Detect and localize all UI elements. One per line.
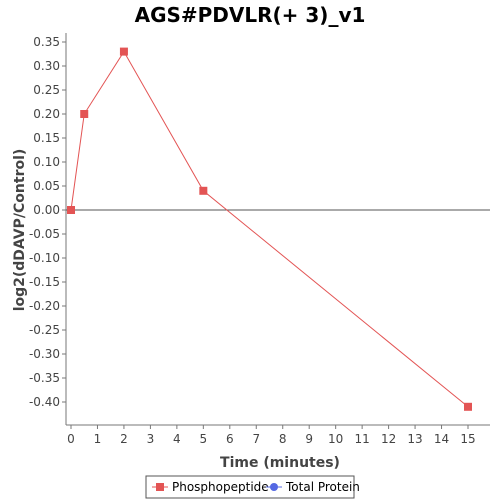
data-point: [464, 402, 472, 411]
legend-label: Phosphopeptide: [172, 480, 269, 494]
y-tick-label: -0.10: [29, 251, 60, 265]
legend-box: [145, 475, 355, 499]
y-tick-label: -0.20: [29, 299, 60, 313]
data-point: [119, 47, 128, 56]
y-tick-label: -0.30: [29, 347, 60, 361]
data-point: [199, 186, 208, 195]
y-tick-label: 0.05: [33, 179, 60, 193]
y-tick-label: 0.30: [33, 59, 60, 73]
y-tick-label: 0.20: [33, 107, 60, 121]
x-tick-label: 2: [120, 432, 128, 446]
x-tick-label: 13: [407, 432, 422, 446]
x-tick-label: 8: [279, 432, 287, 446]
y-tick-label: -0.40: [29, 395, 60, 409]
x-tick-label: 14: [434, 432, 449, 446]
y-tick-label: -0.25: [29, 323, 60, 337]
chart-title: AGS#PDVLR(+ 3)_v1: [135, 3, 366, 27]
y-tick-label: 0.10: [33, 155, 60, 169]
y-tick-label: 0.25: [33, 83, 60, 97]
x-tick-label: 1: [94, 432, 102, 446]
data-point: [80, 110, 89, 118]
x-tick-label: 5: [200, 432, 208, 446]
x-tick-label: 10: [328, 432, 343, 446]
data-point: [67, 206, 75, 214]
plot-area: 0.35 0.30 0.25 0.20 0.15 0.10 0.05 0.00 -0.05 -0.…: [29, 33, 490, 446]
y-tick-label: 0.00: [33, 203, 60, 217]
y-tick-label: -0.35: [29, 371, 60, 385]
x-tick-label: 9: [305, 432, 313, 446]
legend-marker: [156, 483, 164, 491]
x-tick-label: 12: [381, 432, 396, 446]
y-tick-label: 0.15: [33, 131, 60, 145]
legend-marker: [270, 483, 278, 491]
x-tick-label: 4: [173, 432, 181, 446]
y-tick-label: -0.05: [29, 227, 60, 241]
legend-label: Total Protein: [285, 480, 360, 494]
x-axis-label: Time (minutes): [220, 455, 340, 471]
y-tick-label: 0.35: [33, 35, 60, 49]
x-tick-label: 11: [354, 432, 369, 446]
x-tick-label: 15: [460, 432, 475, 446]
y-axis-label: log2(dDAVP/Control): [12, 149, 28, 312]
plot-background: [66, 33, 490, 424]
y-tick-label: -0.15: [29, 275, 60, 289]
x-tick-label: 0: [67, 432, 75, 446]
legend: Phosphopeptide Total Protein: [145, 475, 360, 499]
x-tick-label: 3: [147, 432, 155, 446]
x-tick-label: 7: [252, 432, 260, 446]
x-tick-label: 6: [226, 432, 234, 446]
